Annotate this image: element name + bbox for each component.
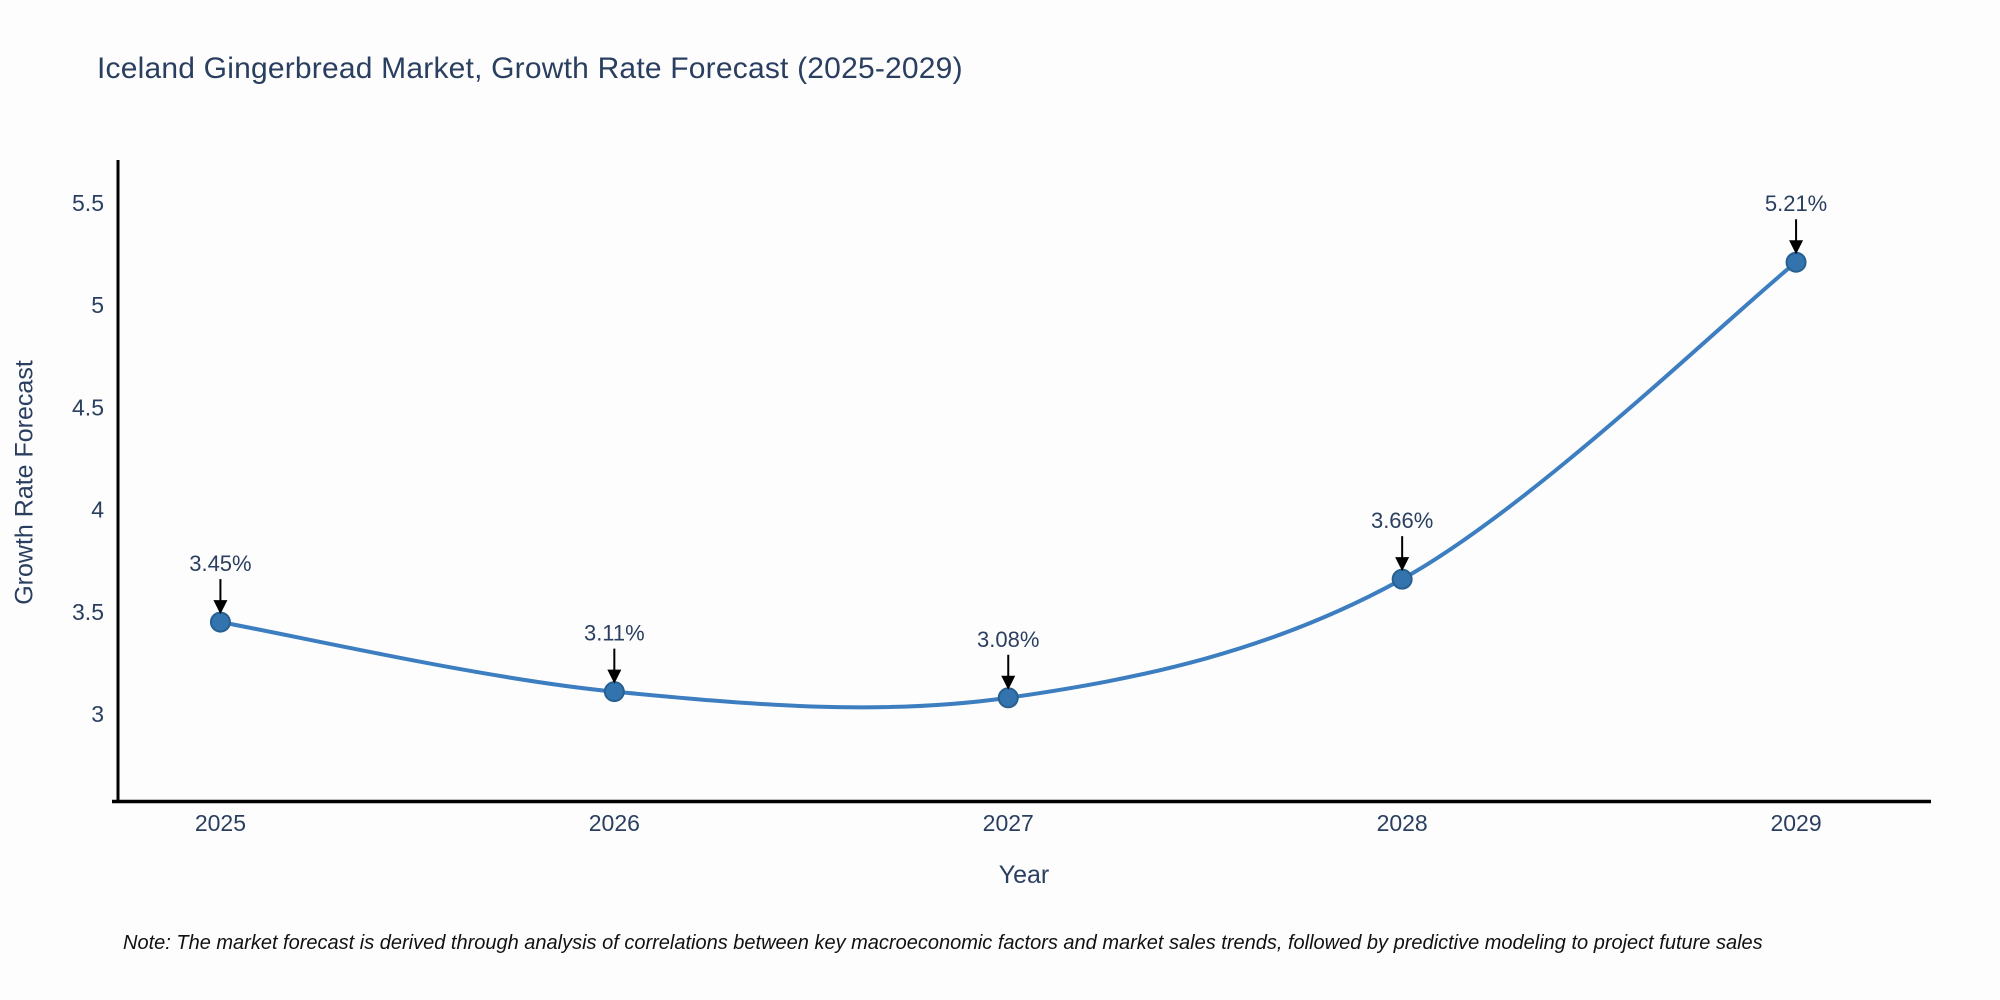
annotation-arrowhead [1001,675,1016,690]
data-point-marker [1785,251,1807,273]
y-tick-label: 4 [91,497,104,523]
y-tick-label: 5.5 [72,190,104,216]
y-tick-label: 3.5 [72,599,104,625]
chart-footnote: Note: The market forecast is derived thr… [123,932,1763,954]
data-point-marker [1391,568,1413,590]
data-point-marker [997,687,1019,709]
x-axis-title: Year [998,861,1050,889]
data-point-marker [209,611,231,633]
x-tick-label: 2029 [1770,810,1821,836]
y-tick-label: 4.5 [72,394,104,420]
point-annotation-label: 3.11% [584,621,645,646]
annotation-arrowhead [1395,557,1410,572]
y-tick-label: 5 [91,292,104,318]
point-annotation-label: 3.66% [1371,508,1433,533]
point-annotation-label: 3.45% [189,551,251,576]
annotation-arrowhead [607,669,622,684]
x-tick-label: 2028 [1377,810,1428,836]
annotation-arrowhead [1789,240,1804,255]
x-tick-label: 2025 [195,810,246,836]
chart-title: Iceland Gingerbread Market, Growth Rate … [97,52,963,85]
point-annotation-label: 5.21% [1765,191,1827,216]
y-tick-label: 3 [91,701,104,727]
data-point-marker [603,681,625,703]
x-tick-label: 2027 [983,810,1034,836]
annotation-arrowhead [213,600,228,615]
x-tick-label: 2026 [589,810,640,836]
point-annotation-label: 3.08% [977,627,1039,652]
